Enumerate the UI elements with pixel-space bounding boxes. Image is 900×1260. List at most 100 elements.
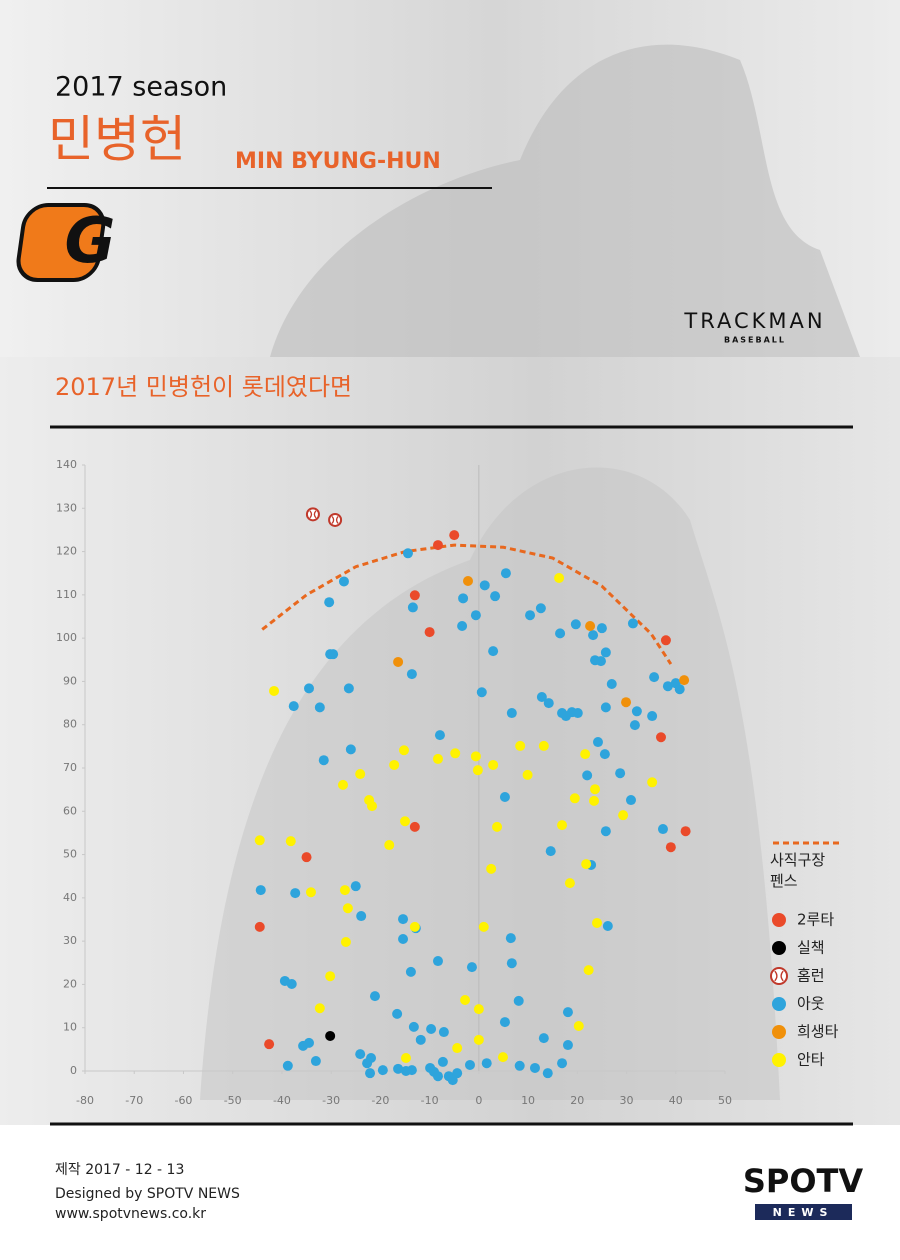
point [582,770,593,781]
y-tick-label: 60 [63,804,77,817]
player-name-en: MIN BYUNG-HUN [235,149,441,174]
point [470,751,481,762]
point [592,737,603,748]
point [656,732,666,743]
point [318,755,329,766]
legend-label: 아웃 [797,995,825,1013]
point [402,548,413,559]
stitch [774,970,784,982]
point [674,684,685,695]
point [400,816,410,827]
point [662,681,673,692]
x-tick-label: -70 [125,1094,143,1107]
point [398,933,409,944]
point [621,697,632,708]
point [486,863,497,874]
y-tick-label: 30 [63,934,77,947]
y-tick-label: 140 [56,458,77,471]
legend-marker [772,941,786,955]
point [554,572,565,583]
legend-marker [772,1053,786,1067]
point [325,971,336,982]
point [432,956,443,967]
x-tick-label: 30 [620,1094,634,1107]
legend-marker [772,1025,786,1039]
trackman-sub: BASEBALL [724,336,786,345]
y-tick-label: 10 [63,1021,77,1034]
point [269,685,280,696]
point [588,630,599,641]
point [415,1034,426,1045]
point [545,846,556,857]
point [310,1056,321,1067]
legend-marker [770,967,788,985]
point [538,740,549,751]
point [562,1040,573,1051]
point [580,749,591,760]
point [606,679,617,690]
point [432,1071,443,1082]
point [506,958,517,969]
point [525,610,536,621]
point [325,1030,336,1041]
point [393,656,404,667]
point [488,646,499,657]
point [452,1043,463,1054]
stitch [331,516,339,524]
point [542,1068,553,1079]
point [392,1008,403,1019]
point [350,881,361,892]
point [460,995,471,1006]
point [365,1068,376,1079]
point [437,1056,448,1067]
point [585,621,596,632]
fence-line [261,543,673,665]
stitch [309,510,317,519]
point [564,878,575,889]
y-tick-label: 80 [63,718,77,731]
point [473,1004,484,1015]
point [409,590,420,601]
point [393,1063,404,1074]
point [600,826,611,837]
point [342,903,353,914]
point [555,628,566,639]
point [305,507,320,522]
chart-title: 2017년 민병헌이 롯데였다면 [55,373,352,401]
legend-marker [772,997,786,1011]
point [324,597,335,608]
point [629,720,640,731]
season: 2017 season [55,72,227,103]
point [301,852,312,863]
y-tick-label: 70 [63,761,77,774]
point [618,810,629,821]
point [328,512,343,527]
point [679,675,690,686]
point [660,635,671,646]
point [590,784,601,795]
point [615,768,626,779]
point [481,1058,492,1069]
legend-label: 홈런 [797,967,825,985]
point [572,708,583,719]
y-tick-label: 110 [56,588,77,601]
point [356,911,367,922]
point [557,1058,568,1069]
point [406,1065,417,1076]
point [285,836,296,847]
legend-label: 희생타 [797,1023,839,1041]
y-tick-label: 120 [56,545,77,558]
point [569,793,580,804]
point [254,835,265,846]
point [338,576,349,587]
point [367,801,378,812]
logo-box [755,1204,852,1220]
point [304,683,314,694]
point [384,840,395,851]
trackman: TRACKMAN [683,309,825,333]
point [438,1027,449,1038]
point [625,795,636,806]
point [476,687,487,698]
point [288,701,299,712]
x-tick-label: 50 [718,1094,732,1107]
